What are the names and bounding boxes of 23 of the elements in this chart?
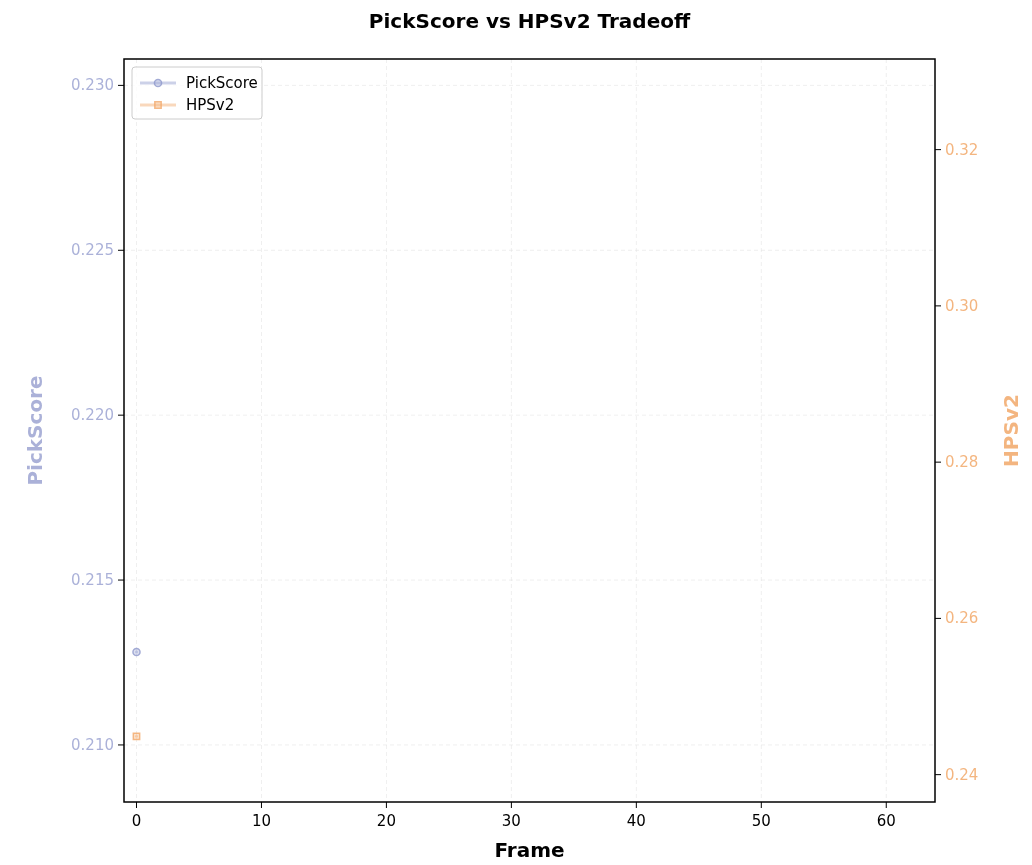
x-tick-label: 10 (251, 812, 271, 830)
x-tick-label: 0 (131, 812, 142, 830)
y2-axis-title: HPSv2 (999, 394, 1023, 467)
y-tick-label: 0.225 (71, 241, 114, 260)
x-tick-label: 50 (751, 812, 771, 830)
y2-tick-label: 0.30 (945, 296, 979, 315)
x-tick-label: 60 (876, 812, 896, 830)
x-tick-label: 30 (501, 812, 521, 830)
x-tick-label: 40 (626, 812, 646, 830)
chart-title: PickScore vs HPSv2 Tradeoff (368, 9, 691, 33)
y2-tick-label: 0.32 (945, 140, 979, 159)
y-axis-title: PickScore (23, 375, 47, 486)
y-tick-label: 0.220 (71, 406, 114, 425)
y-tick-label: 0.215 (71, 571, 114, 590)
y2-tick-label: 0.26 (945, 609, 979, 628)
y2-tick-label: 0.28 (945, 453, 979, 472)
legend-label: HPSv2 (186, 96, 235, 114)
x-axis-title: Frame (494, 838, 565, 862)
y-tick-label: 0.210 (71, 735, 114, 754)
x-tick-label: 20 (376, 812, 396, 830)
y2-tick-label: 0.24 (945, 765, 979, 784)
y-tick-label: 0.230 (71, 76, 114, 95)
legend-label: PickScore (186, 74, 258, 92)
